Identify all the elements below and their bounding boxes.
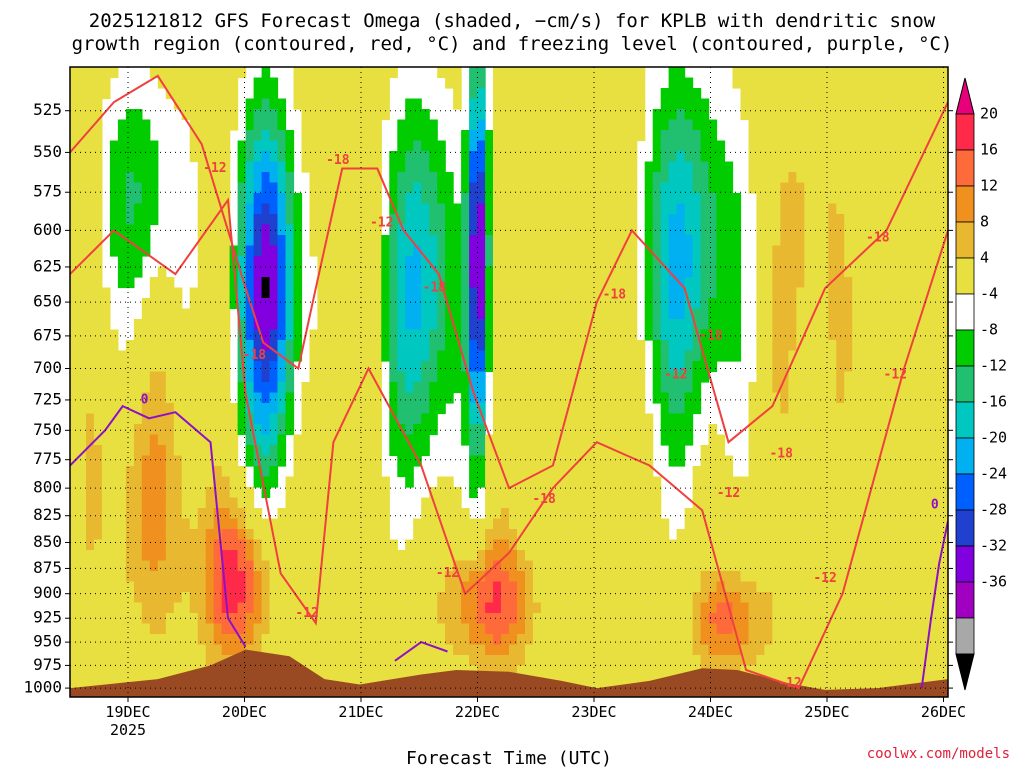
x-tick-label: 20DEC <box>222 703 267 721</box>
x-tick-label: 24DEC <box>688 703 733 721</box>
y-tick-label: 975 <box>33 655 62 674</box>
contour-label: -12 <box>295 606 318 621</box>
colorbar-tick-label: -16 <box>980 393 1007 411</box>
freezing-level-contour <box>394 640 448 662</box>
colorbar-swatch <box>955 257 975 295</box>
y-tick-label: 525 <box>33 100 62 119</box>
colorbar-swatch <box>955 221 975 259</box>
colorbar-tick-label: 4 <box>980 249 989 267</box>
y-tick-label: 950 <box>33 632 62 651</box>
colorbar-swatch <box>955 149 975 187</box>
colorbar-tick-label: -24 <box>980 465 1007 483</box>
y-tick-label: 1000 <box>23 678 62 697</box>
terrain <box>70 649 948 697</box>
x-axis-label: Forecast Time (UTC) <box>406 748 612 768</box>
colorbar-swatch <box>955 473 975 511</box>
y-tick-label: 800 <box>33 478 62 497</box>
contour-label: -18 <box>603 288 627 303</box>
y-tick-label: 775 <box>33 449 62 468</box>
colorbar-swatch <box>955 653 975 691</box>
colorbar-tick-label: -12 <box>980 357 1007 375</box>
y-tick-label: 650 <box>33 292 62 311</box>
colorbar-tick-label: 16 <box>980 141 998 159</box>
colorbar-tick-label: -4 <box>980 285 998 303</box>
y-tick-label: 925 <box>33 608 62 627</box>
y-tick-label: 725 <box>33 389 62 408</box>
y-tick-label: 750 <box>33 420 62 439</box>
y-tick-label: 850 <box>33 532 62 551</box>
contour-label: -12 <box>370 215 393 230</box>
contour-label: -12 <box>884 367 907 382</box>
y-tick-label: 875 <box>33 558 62 577</box>
x-tick-label: 21DEC <box>338 703 383 721</box>
contour-label: -12 <box>717 486 740 501</box>
x-tick-label: 22DEC <box>455 703 500 721</box>
contour-label: -18 <box>866 230 890 245</box>
colorbar-swatch <box>955 581 975 619</box>
colorbar-swatch <box>955 77 975 115</box>
colorbar-swatch <box>955 185 975 223</box>
y-tick-label: 675 <box>33 325 62 344</box>
contour-label: 0 <box>141 392 149 407</box>
x-tick-label: 25DEC <box>804 703 849 721</box>
contour-label: -18 <box>769 446 793 461</box>
colorbar-tick-label: -36 <box>980 573 1007 591</box>
colorbar-tick-label: -20 <box>980 429 1007 447</box>
colorbar-swatch <box>955 437 975 475</box>
y-tick-label: 550 <box>33 142 62 161</box>
freezing-level-contour <box>70 404 247 648</box>
x-tick-label: 26DEC <box>921 703 966 721</box>
contour-label: -12 <box>813 571 836 586</box>
contour-label: -12 <box>664 367 687 382</box>
y-tick-label: 600 <box>33 220 62 239</box>
site-credit[interactable]: coolwx.com/models <box>866 746 1010 762</box>
contour-label: -18 <box>326 153 350 168</box>
contour-label: -12 <box>436 566 459 581</box>
y-tick-label: 575 <box>33 182 62 201</box>
colorbar-tick-label: 12 <box>980 177 998 195</box>
colorbar-swatch <box>955 365 975 403</box>
contour-label: 0 <box>931 497 939 512</box>
grid <box>70 67 948 697</box>
colorbar-swatch <box>955 617 975 655</box>
colorbar-tick-label: -8 <box>980 321 998 339</box>
y-tick-label: 900 <box>33 583 62 602</box>
contour-label: -12 <box>778 676 801 691</box>
colorbar-swatch <box>955 401 975 439</box>
x-tick-label: 19DEC <box>105 703 150 721</box>
colorbar-tick-label: -32 <box>980 537 1007 555</box>
colorbar-swatch <box>955 545 975 583</box>
chart-title-line-2: growth region (contoured, red, °C) and f… <box>71 33 953 55</box>
colorbar-tick-label: -28 <box>980 501 1007 519</box>
y-tick-label: 825 <box>33 505 62 524</box>
colorbar-swatch <box>955 509 975 547</box>
colorbar-swatch <box>955 293 975 331</box>
colorbar-tick-label: 8 <box>980 213 989 231</box>
x-tick-label: 23DEC <box>571 703 616 721</box>
contour-label: -18 <box>532 492 556 507</box>
contour-label: -18 <box>423 281 447 296</box>
colorbar-swatch <box>955 113 975 151</box>
omega-shading <box>70 67 948 697</box>
colorbar-swatch <box>955 329 975 367</box>
x-year-label: 2025 <box>110 721 146 739</box>
contour-label: -12 <box>203 161 226 176</box>
y-tick-label: 625 <box>33 256 62 275</box>
plot-frame <box>69 66 949 698</box>
chart-title-line-1: 2025121812 GFS Forecast Omega (shaded, −… <box>88 10 936 32</box>
colorbar-tick-label: 20 <box>980 105 998 123</box>
contour-label: -18 <box>243 348 267 363</box>
y-tick-label: 700 <box>33 358 62 377</box>
